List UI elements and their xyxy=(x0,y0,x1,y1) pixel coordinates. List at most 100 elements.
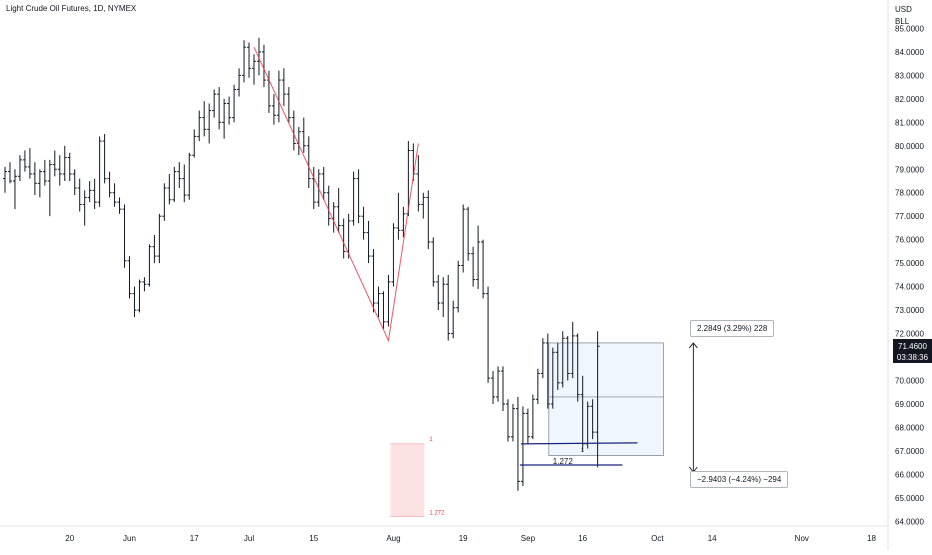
time-axis[interactable]: 20 Jun 17 Jul 15 Aug 19 Sep 16 Oct 14 Nov 18 xyxy=(65,534,876,543)
ohlc-bar xyxy=(52,150,57,177)
ohlc-bar xyxy=(565,335,570,381)
price-tick-label: 81.0000 xyxy=(895,118,924,127)
ohlc-bar xyxy=(471,246,476,287)
ohlc-bar xyxy=(232,84,237,123)
time-tick-label: 16 xyxy=(578,534,587,543)
fib-extension-small[interactable]: 1 1.272 xyxy=(390,437,445,517)
ohlc-bar xyxy=(590,399,595,440)
ohlc-bar xyxy=(261,44,266,88)
ohlc-bar xyxy=(252,54,256,85)
chart-title: Light Crude Oil Futures, 1D, NYMEX xyxy=(6,4,137,13)
ohlc-bar xyxy=(217,87,222,130)
zigzag-line xyxy=(253,46,419,343)
ohlc-bar xyxy=(197,110,202,142)
ohlc-bar xyxy=(177,162,182,189)
ohlc-bar xyxy=(62,145,67,181)
ohlc-bar xyxy=(560,331,565,388)
ohlc-bar xyxy=(82,190,87,226)
price-tick-label: 64.0000 xyxy=(895,517,924,526)
ohlc-bar xyxy=(351,171,356,226)
ohlc-bar xyxy=(510,403,515,442)
ohlc-bar xyxy=(291,110,296,151)
ohlc-bar xyxy=(371,249,376,313)
ohlc-bar xyxy=(461,204,466,273)
ohlc-bar xyxy=(32,162,37,196)
ohlc-bar xyxy=(57,155,62,186)
ohlc-bar xyxy=(391,223,396,287)
time-tick-label: 19 xyxy=(459,534,468,543)
fib-main-label-1: 1 xyxy=(581,448,585,454)
measure-down-label: −2.9403 (−4.24%) −294 xyxy=(690,471,789,488)
ohlc-bar xyxy=(281,68,286,106)
ohlc-bar xyxy=(570,321,575,379)
ohlc-bar xyxy=(306,136,311,189)
ohlc-bar xyxy=(247,42,252,78)
ohlc-bar xyxy=(336,188,341,233)
fib-main-label-1272: 1.272 xyxy=(553,457,574,466)
ohlc-bar xyxy=(147,244,152,287)
price-tick-label: 80.0000 xyxy=(895,142,924,151)
ohlc-bar xyxy=(162,183,167,221)
ohlc-bar xyxy=(227,96,232,125)
price-tick-label: 77.0000 xyxy=(895,212,924,221)
ohlc-bar xyxy=(47,159,52,217)
ohlc-bar xyxy=(77,178,82,212)
ohlc-bar xyxy=(441,277,446,318)
ohlc-bar xyxy=(486,286,491,383)
ohlc-bar xyxy=(256,37,261,76)
ohlc-bar xyxy=(27,148,32,179)
ohlc-bar xyxy=(456,260,461,313)
ohlc-bar xyxy=(3,166,7,193)
price-tick-label: 74.0000 xyxy=(895,283,924,292)
price-tick-label: 67.0000 xyxy=(895,447,924,456)
price-range-measure[interactable] xyxy=(548,342,698,473)
ohlc-bar xyxy=(242,40,247,83)
ohlc-bar xyxy=(426,190,431,250)
ohlc-bar xyxy=(72,169,77,196)
ohlc-bar xyxy=(276,70,281,123)
price-tick-label: 84.0000 xyxy=(895,48,924,57)
ohlc-bar xyxy=(326,185,331,226)
ohlc-bar xyxy=(491,371,496,404)
ohlc-bar xyxy=(142,277,147,292)
ohlc-bar xyxy=(122,204,127,268)
fib-main-line-1 xyxy=(520,442,638,445)
measure-up-arrow-head xyxy=(689,342,698,349)
price-axis[interactable]: 85.0000 84.0000 83.0000 82.0000 81.0000 80.00… xyxy=(895,24,924,526)
measure-box xyxy=(548,342,664,456)
time-tick-label: Jun xyxy=(123,534,136,543)
ohlc-bar xyxy=(555,342,560,390)
ohlc-bar xyxy=(22,150,27,172)
ohlc-bar xyxy=(137,279,142,313)
ohlc-bar xyxy=(545,333,550,409)
currency-label[interactable]: USD BLL xyxy=(895,4,912,28)
ohlc-bar xyxy=(67,152,72,181)
ohlc-bar xyxy=(406,141,411,217)
price-tick-label: 76.0000 xyxy=(895,236,924,245)
price-tick-label: 78.0000 xyxy=(895,189,924,198)
fib-extension-main[interactable]: 1 1.272 xyxy=(519,442,638,466)
time-tick-label: Oct xyxy=(651,534,664,543)
ohlc-bar xyxy=(431,237,436,287)
zigzag-trendline[interactable] xyxy=(253,46,419,343)
ohlc-bar xyxy=(117,197,122,214)
unit-code: BLL xyxy=(895,17,910,26)
time-tick-label: Aug xyxy=(386,534,400,543)
ohlc-bar xyxy=(311,166,316,210)
ohlc-bar xyxy=(222,98,227,139)
time-tick-label: 20 xyxy=(65,534,74,543)
ohlc-bar xyxy=(550,347,555,409)
ohlc-bar xyxy=(575,333,580,402)
price-tick-label: 68.0000 xyxy=(895,423,924,432)
ohlc-bar xyxy=(112,183,117,207)
ohlc-bar xyxy=(286,87,291,123)
ohlc-bar xyxy=(436,274,441,311)
ohlc-bar xyxy=(515,396,520,491)
price-tick-label: 83.0000 xyxy=(895,71,924,80)
last-price-badge: 71.4600 03:38:36 xyxy=(893,339,932,363)
ohlc-bar xyxy=(530,394,535,440)
time-tick-label: 17 xyxy=(190,534,199,543)
time-tick-label: 18 xyxy=(867,534,876,543)
